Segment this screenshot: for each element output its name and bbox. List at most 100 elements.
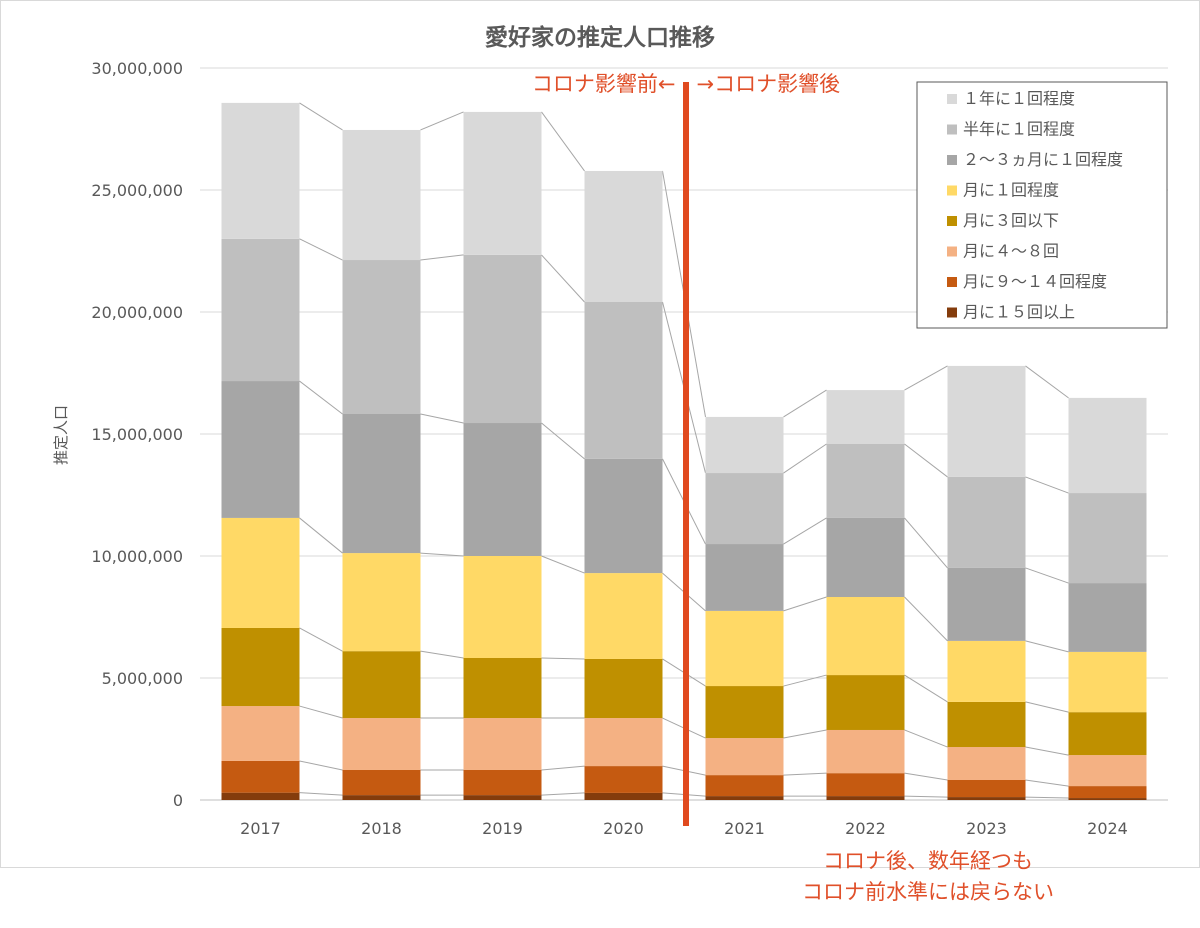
- legend-swatch: [947, 94, 957, 104]
- legend-label: １年に１回程度: [963, 89, 1075, 108]
- legend-label: 月に１５回以上: [963, 303, 1075, 322]
- bar-segment: [584, 573, 663, 659]
- series-connector-line: [299, 627, 343, 652]
- bar-segment: [826, 773, 905, 797]
- bar-segment: [1068, 755, 1147, 787]
- bar-segment: [947, 797, 1026, 800]
- series-connector-line: [541, 792, 585, 796]
- series-connector-line: [541, 657, 585, 660]
- series-connector-line: [299, 760, 343, 771]
- bar-segment: [463, 718, 542, 770]
- bar-segment: [947, 365, 1026, 477]
- series-connector-line: [904, 795, 948, 798]
- y-tick-label: 20,000,000: [91, 303, 183, 322]
- y-axis-label: 推定人口: [52, 405, 70, 465]
- bar-segment: [947, 747, 1026, 780]
- bar-segment: [463, 556, 542, 658]
- series-connector-line: [299, 380, 343, 415]
- series-connector-line: [904, 443, 948, 478]
- series-connector-line: [541, 111, 585, 172]
- series-connector-line: [904, 729, 948, 748]
- series-connector-line: [783, 517, 827, 545]
- bar-segment: [1068, 583, 1147, 652]
- series-connector-line: [783, 772, 827, 776]
- bar-segment: [705, 738, 784, 776]
- bar-segment: [1068, 786, 1147, 799]
- series-connector-line: [541, 422, 585, 460]
- series-connector-line: [299, 705, 343, 719]
- bar-segment: [342, 769, 421, 796]
- series-connector-line: [1025, 365, 1069, 399]
- covid-divider-line: [683, 82, 689, 826]
- x-tick-label: 2018: [361, 819, 402, 838]
- y-tick-label: 30,000,000: [91, 59, 183, 78]
- legend-label: 月に９～１４回程度: [963, 272, 1107, 291]
- legend-label: 月に４～８回: [963, 242, 1059, 261]
- bar-segment: [463, 657, 542, 719]
- note-annotation-line2: コロナ前水準には戻らない: [802, 880, 1054, 904]
- bar-segment: [705, 544, 784, 611]
- bar-segment: [342, 718, 421, 770]
- bar-segment: [826, 729, 905, 774]
- y-tick-label: 25,000,000: [91, 181, 183, 200]
- bar-segment: [221, 706, 300, 761]
- series-connector-line: [420, 552, 464, 557]
- series-connector-line: [299, 517, 343, 554]
- bar-segment: [947, 701, 1026, 748]
- x-tick-label: 2020: [603, 819, 644, 838]
- series-connector-line: [420, 650, 464, 659]
- series-connector-line: [1025, 476, 1069, 494]
- legend-swatch: [947, 307, 957, 318]
- bar-segment: [463, 111, 542, 255]
- legend-label: 月に３回以下: [963, 211, 1059, 230]
- bar-segment: [705, 473, 784, 545]
- series-connector-line: [783, 674, 827, 687]
- series-connector-line: [420, 111, 464, 131]
- bar-segment: [705, 610, 784, 687]
- series-connector-line: [420, 413, 464, 424]
- bar-segment: [947, 640, 1026, 702]
- bar-segment: [221, 238, 300, 382]
- series-connector-line: [1025, 567, 1069, 584]
- bar-segment: [342, 553, 421, 652]
- series-connector-line: [783, 729, 827, 739]
- x-tick-label: 2023: [966, 819, 1007, 838]
- bar-segment: [1068, 798, 1147, 800]
- x-tick-label: 2024: [1087, 819, 1128, 838]
- series-connector-line: [541, 555, 585, 574]
- bar-segment: [221, 760, 300, 793]
- series-connector-line: [783, 443, 827, 474]
- legend-swatch: [947, 155, 957, 165]
- series-connector-line: [904, 365, 948, 391]
- y-tick-label: 5,000,000: [102, 669, 183, 688]
- bar-segment: [221, 517, 300, 628]
- x-tick-label: 2022: [845, 819, 886, 838]
- bar-segment: [342, 795, 421, 800]
- series-connector-line: [1025, 779, 1069, 787]
- bar-segment: [705, 416, 784, 474]
- legend-swatch: [947, 124, 957, 135]
- bar-segment: [705, 775, 784, 797]
- series-connector-line: [904, 517, 948, 569]
- bar-segment: [826, 444, 905, 518]
- bar-segment: [342, 260, 421, 414]
- legend-swatch: [947, 216, 957, 226]
- series-connector-line: [420, 254, 464, 261]
- y-tick-label: 0: [173, 791, 183, 810]
- legend-swatch: [947, 277, 957, 287]
- legend-label: 月に１回程度: [963, 181, 1059, 200]
- bar-segment: [584, 458, 663, 574]
- x-tick-label: 2021: [724, 819, 765, 838]
- bar-segment: [826, 390, 905, 445]
- bar-segment: [584, 170, 663, 302]
- bar-segment: [584, 658, 663, 719]
- x-tick-label: 2017: [240, 819, 281, 838]
- y-tick-label: 15,000,000: [91, 425, 183, 444]
- bar-segment: [463, 769, 542, 796]
- bar-segment: [947, 476, 1026, 568]
- series-connector-line: [299, 792, 343, 796]
- bar-segment: [705, 686, 784, 739]
- bar-segment: [463, 254, 542, 424]
- bar-segment: [584, 792, 663, 800]
